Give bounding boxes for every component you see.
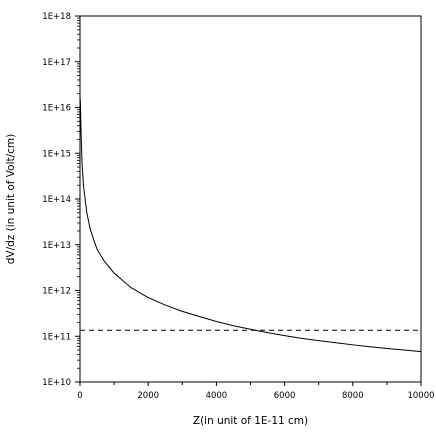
field-gradient-curve — [79, 99, 422, 353]
x-axis-title: Z(in unit of 1E-11 cm) — [193, 415, 308, 427]
x-tick-label: 2000 — [137, 391, 159, 401]
y-tick-label: 1E+17 — [42, 58, 71, 68]
y-axis-title: dV/dz (in unit of Volt/cm) — [5, 134, 17, 265]
y-tick-label: 1E+11 — [42, 332, 71, 342]
y-tick-label: 1E+13 — [42, 241, 71, 251]
x-tick-label: 0 — [77, 391, 82, 401]
x-tick-label: 4000 — [206, 391, 228, 401]
y-tick-label: 1E+15 — [42, 149, 71, 159]
x-tick-label: 6000 — [274, 391, 296, 401]
x-tick-label: 10000 — [407, 391, 434, 401]
y-tick-label: 1E+18 — [42, 12, 71, 22]
y-tick-label: 1E+10 — [42, 378, 71, 388]
y-tick-label: 1E+16 — [42, 104, 71, 114]
plot-area-frame — [79, 15, 422, 383]
x-tick-label: 8000 — [342, 391, 364, 401]
y-tick-label: 1E+14 — [42, 195, 71, 205]
y-tick-label: 1E+12 — [42, 287, 71, 297]
